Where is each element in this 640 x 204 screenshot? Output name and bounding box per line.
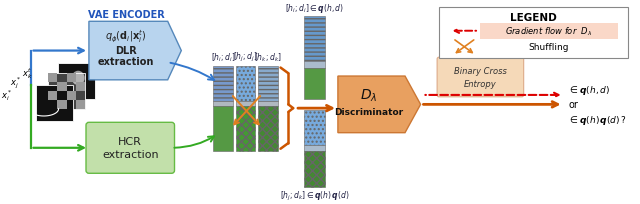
FancyBboxPatch shape bbox=[437, 58, 524, 97]
Text: extraction: extraction bbox=[102, 150, 159, 160]
Bar bbox=[76, 83, 85, 92]
Bar bbox=[76, 101, 85, 110]
Bar bbox=[304, 62, 325, 69]
Bar bbox=[48, 74, 85, 110]
Polygon shape bbox=[89, 22, 181, 80]
Text: $[h_i;d_i]\in \boldsymbol{q}(h,d)$: $[h_i;d_i]\in \boldsymbol{q}(h,d)$ bbox=[285, 2, 344, 15]
Polygon shape bbox=[338, 77, 420, 133]
Text: extraction: extraction bbox=[98, 57, 154, 67]
Bar bbox=[58, 83, 67, 92]
Bar bbox=[236, 66, 255, 102]
Bar bbox=[236, 102, 255, 107]
Bar bbox=[304, 69, 325, 99]
Text: Shuffling: Shuffling bbox=[529, 43, 569, 52]
Bar bbox=[67, 92, 76, 101]
Text: VAE ENCODER: VAE ENCODER bbox=[88, 10, 164, 20]
Text: $\in \boldsymbol{q}(h)\,\boldsymbol{q}(d)\,?$: $\in \boldsymbol{q}(h)\,\boldsymbol{q}(d… bbox=[568, 113, 627, 126]
Bar bbox=[213, 107, 233, 151]
Bar bbox=[304, 111, 325, 145]
Bar bbox=[236, 107, 255, 151]
Text: $x_i^*$: $x_i^*$ bbox=[1, 88, 12, 103]
Text: $D_{\lambda}$: $D_{\lambda}$ bbox=[360, 87, 378, 104]
Bar bbox=[258, 66, 278, 102]
Bar bbox=[258, 102, 278, 107]
Bar bbox=[58, 63, 95, 99]
FancyBboxPatch shape bbox=[86, 123, 175, 173]
Bar bbox=[48, 74, 58, 83]
Text: $x_j^*$: $x_j^*$ bbox=[10, 75, 22, 91]
Ellipse shape bbox=[72, 71, 84, 86]
Bar bbox=[213, 66, 233, 102]
Text: Binary Cross: Binary Cross bbox=[454, 67, 507, 75]
Text: $\in \boldsymbol{q}(h,d)$: $\in \boldsymbol{q}(h,d)$ bbox=[568, 83, 611, 96]
Bar bbox=[48, 92, 58, 101]
Bar bbox=[58, 101, 67, 110]
Text: or: or bbox=[568, 100, 579, 110]
Text: $[h_j;d_k]\in \boldsymbol{q}(h)\,\boldsymbol{q}(d)$: $[h_j;d_k]\in \boldsymbol{q}(h)\,\boldsy… bbox=[280, 189, 349, 202]
Text: $[h_i;d_i]$: $[h_i;d_i]$ bbox=[211, 51, 236, 63]
Text: Gradient flow for  $\boldsymbol{D_{\lambda}}$: Gradient flow for $\boldsymbol{D_{\lambd… bbox=[506, 25, 593, 38]
FancyBboxPatch shape bbox=[480, 24, 618, 40]
Text: $x_k^t$: $x_k^t$ bbox=[22, 65, 33, 80]
Bar bbox=[304, 145, 325, 151]
Text: $[h_j;d_j]$: $[h_j;d_j]$ bbox=[233, 50, 258, 63]
Text: $q_{\phi}(\mathbf{d}_i|\mathbf{x}_i^t)$: $q_{\phi}(\mathbf{d}_i|\mathbf{x}_i^t)$ bbox=[105, 28, 147, 44]
FancyBboxPatch shape bbox=[439, 8, 628, 59]
Bar bbox=[258, 107, 278, 151]
Text: $[h_k;d_k]$: $[h_k;d_k]$ bbox=[254, 51, 282, 63]
Bar bbox=[304, 17, 325, 62]
Bar bbox=[304, 151, 325, 187]
Text: HCR: HCR bbox=[118, 136, 142, 146]
Bar bbox=[36, 86, 74, 122]
Text: LEGEND: LEGEND bbox=[510, 12, 557, 22]
Text: Entropy: Entropy bbox=[464, 80, 497, 89]
Text: DLR: DLR bbox=[115, 45, 137, 55]
Bar bbox=[67, 74, 76, 83]
Text: Discriminator: Discriminator bbox=[335, 108, 404, 117]
Bar bbox=[213, 102, 233, 107]
